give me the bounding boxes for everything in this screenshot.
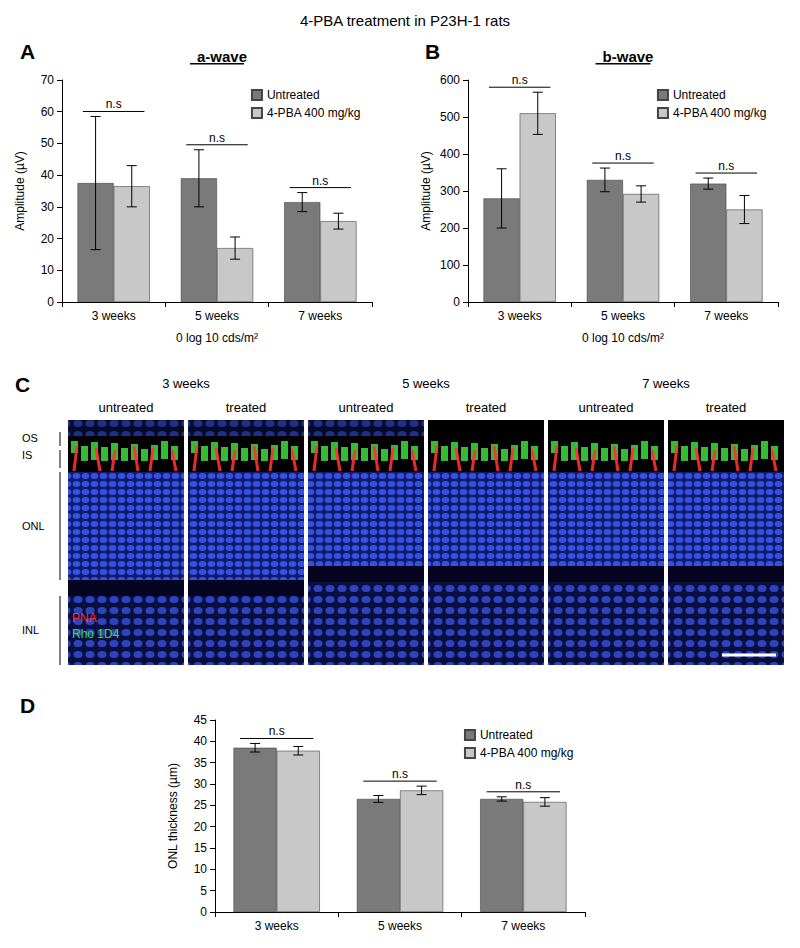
svg-text:a-wave: a-wave: [197, 48, 247, 65]
svg-text:n.s: n.s: [718, 159, 734, 173]
svg-text:5 weeks: 5 weeks: [378, 919, 422, 933]
svg-text:Untreated: Untreated: [267, 88, 320, 102]
svg-text:4-PBA treatment in P23H-1 rats: 4-PBA treatment in P23H-1 rats: [300, 12, 510, 29]
svg-text:40: 40: [41, 168, 55, 182]
svg-text:3 weeks: 3 weeks: [162, 376, 210, 391]
svg-text:5 weeks: 5 weeks: [601, 309, 645, 323]
svg-text:untreated: untreated: [339, 400, 394, 415]
svg-text:treated: treated: [706, 400, 746, 415]
svg-text:15: 15: [194, 841, 208, 855]
svg-text:4-PBA 400 mg/kg: 4-PBA 400 mg/kg: [480, 746, 573, 760]
svg-text:PNA: PNA: [72, 611, 97, 625]
svg-text:100: 100: [440, 258, 460, 272]
svg-text:0 log 10 cds/m²: 0 log 10 cds/m²: [176, 331, 258, 345]
svg-text:60: 60: [41, 105, 55, 119]
svg-text:n.s: n.s: [392, 767, 408, 781]
svg-text:n.s: n.s: [515, 778, 531, 792]
svg-text:300: 300: [440, 184, 460, 198]
svg-text:INL: INL: [22, 624, 39, 636]
svg-text:0: 0: [200, 905, 207, 919]
svg-text:n.s: n.s: [209, 131, 225, 145]
svg-text:45: 45: [194, 713, 208, 727]
svg-text:500: 500: [440, 110, 460, 124]
svg-text:20: 20: [194, 820, 208, 834]
svg-text:30: 30: [194, 777, 208, 791]
svg-text:7 weeks: 7 weeks: [704, 309, 748, 323]
svg-text:B: B: [425, 40, 440, 63]
svg-text:10: 10: [41, 263, 55, 277]
svg-text:n.s: n.s: [312, 174, 328, 188]
svg-text:50: 50: [41, 136, 55, 150]
svg-text:A: A: [20, 40, 35, 63]
svg-text:5 weeks: 5 weeks: [195, 309, 239, 323]
svg-text:Amplitude (µV): Amplitude (µV): [13, 151, 27, 231]
svg-text:n.s: n.s: [512, 73, 528, 87]
svg-text:35: 35: [194, 756, 208, 770]
svg-text:n.s: n.s: [615, 149, 631, 163]
svg-text:7 weeks: 7 weeks: [501, 919, 545, 933]
svg-text:n.s: n.s: [269, 724, 285, 738]
svg-text:n.s: n.s: [106, 97, 122, 111]
svg-text:Untreated: Untreated: [480, 728, 533, 742]
svg-text:600: 600: [440, 73, 460, 87]
svg-text:200: 200: [440, 221, 460, 235]
svg-text:Amplitude (µV): Amplitude (µV): [419, 151, 433, 231]
svg-text:treated: treated: [226, 400, 266, 415]
svg-text:0: 0: [453, 295, 460, 309]
svg-text:ONL: ONL: [22, 520, 45, 532]
svg-text:4-PBA 400 mg/kg: 4-PBA 400 mg/kg: [673, 106, 766, 120]
svg-text:0 log 10 cds/m²: 0 log 10 cds/m²: [582, 331, 664, 345]
svg-text:5 weeks: 5 weeks: [402, 376, 450, 391]
svg-text:7 weeks: 7 weeks: [298, 309, 342, 323]
svg-text:5: 5: [200, 884, 207, 898]
svg-text:70: 70: [41, 73, 55, 87]
svg-text:30: 30: [41, 200, 55, 214]
svg-text:3 weeks: 3 weeks: [498, 309, 542, 323]
svg-text:3 weeks: 3 weeks: [92, 309, 136, 323]
svg-text:7 weeks: 7 weeks: [642, 376, 690, 391]
svg-text:10: 10: [194, 862, 208, 876]
svg-text:C: C: [15, 373, 30, 396]
svg-text:400: 400: [440, 147, 460, 161]
svg-text:OS: OS: [22, 432, 38, 444]
svg-text:IS: IS: [22, 449, 32, 461]
svg-text:25: 25: [194, 798, 208, 812]
svg-text:40: 40: [194, 734, 208, 748]
svg-text:3 weeks: 3 weeks: [255, 919, 299, 933]
svg-text:20: 20: [41, 232, 55, 246]
svg-text:D: D: [20, 694, 35, 717]
svg-text:Rho 1D4: Rho 1D4: [72, 627, 120, 641]
svg-text:ONL thickness (µm): ONL thickness (µm): [166, 763, 180, 869]
svg-text:untreated: untreated: [579, 400, 634, 415]
svg-text:0: 0: [47, 295, 54, 309]
svg-text:untreated: untreated: [99, 400, 154, 415]
svg-text:Untreated: Untreated: [673, 88, 726, 102]
svg-text:b-wave: b-wave: [603, 48, 654, 65]
svg-text:treated: treated: [466, 400, 506, 415]
svg-text:4-PBA 400 mg/kg: 4-PBA 400 mg/kg: [267, 106, 360, 120]
